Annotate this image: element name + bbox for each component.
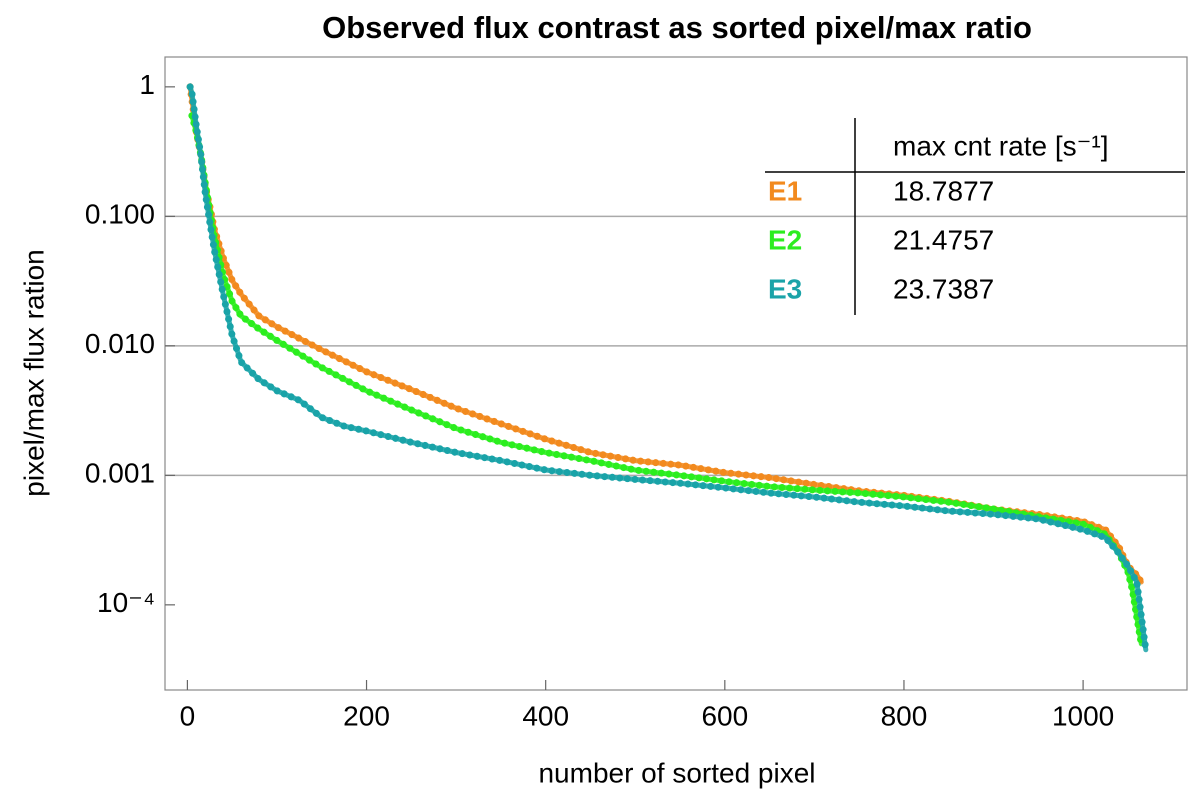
table-header: max cnt rate [s⁻¹] (893, 130, 1109, 161)
x-tick-label: 800 (881, 700, 928, 731)
x-tick-label: 400 (522, 700, 569, 731)
legend-value: 21.4757 (893, 224, 994, 255)
y-tick-label: 0.001 (85, 458, 155, 489)
y-tick-label: 1 (139, 69, 155, 100)
legend-label: E1 (768, 175, 802, 206)
y-tick-label: 0.010 (85, 328, 155, 359)
x-tick-label: 200 (343, 700, 390, 731)
series-line-core (187, 84, 1149, 653)
x-tick-label: 0 (180, 700, 196, 731)
y-tick-label: 0.100 (85, 199, 155, 230)
x-tick-label: 600 (701, 700, 748, 731)
legend-label: E2 (768, 224, 802, 255)
legend-value: 18.7877 (893, 175, 994, 206)
legend-value: 23.7387 (893, 273, 994, 304)
series-line-core (189, 113, 1144, 647)
x-tick-label: 1000 (1052, 700, 1114, 731)
plot-frame (164, 56, 1188, 691)
x-axis-label: number of sorted pixel (538, 757, 815, 788)
legend-label: E3 (768, 273, 802, 304)
chart-title: Observed flux contrast as sorted pixel/m… (322, 10, 1032, 45)
y-tick-label: 10⁻⁴ (97, 587, 155, 618)
y-axis-label: pixel/max flux ration (18, 249, 49, 496)
series-line (188, 112, 1145, 648)
